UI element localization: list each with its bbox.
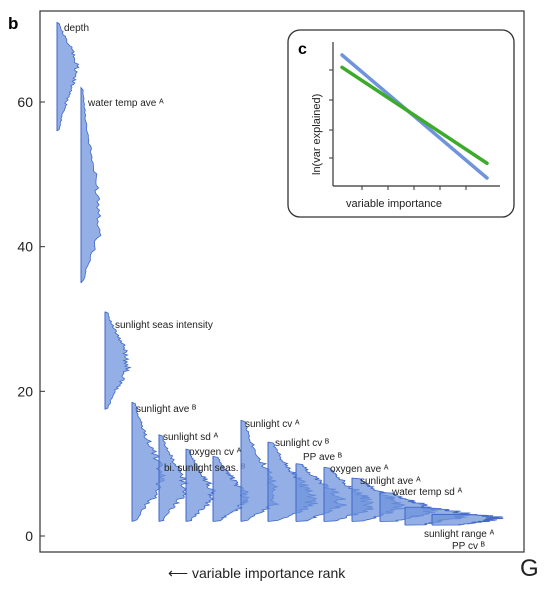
ridge-label: PP ave ᴮ [303, 452, 342, 463]
ridge-3: sunlight seas intensity [104, 311, 213, 410]
ridge-label: bi. sunlight seas. ᴮ [164, 463, 245, 474]
ridge-1: depth [56, 21, 89, 132]
ridge-density [185, 448, 216, 522]
y-tick-label: 40 [17, 239, 33, 255]
plot-frame-b [39, 10, 525, 553]
ridge-label: oxygen cv ᴬ [189, 447, 242, 458]
inset-panel-c: c ln(var explained) variable importance [287, 29, 515, 218]
y-ticks: 0 20 40 60 [17, 94, 45, 544]
y-tick-label: 20 [17, 383, 33, 399]
y-tick-label: 0 [25, 528, 33, 544]
ridge-6: oxygen cv ᴬ [185, 447, 242, 522]
inset-ticks [329, 69, 467, 190]
stray-character: G [520, 555, 539, 582]
ridge-density [158, 434, 190, 522]
ridge-4: sunlight ave ᴮ [131, 401, 196, 522]
panel-label-b: b [8, 14, 18, 33]
ridge-density [56, 21, 80, 132]
ridge-label: water temp sd ᴬ [391, 487, 463, 498]
inset-lines [340, 53, 489, 180]
panel-label-c: c [298, 41, 307, 58]
ridge-label: sunlight ave ᴬ [360, 476, 421, 487]
ridge-label: sunlight sd ᴬ [163, 432, 219, 443]
inset-line-2 [340, 65, 489, 165]
ridge-density [431, 513, 504, 526]
ridge-label: sunlight seas intensity [115, 320, 213, 331]
ridge-label: sunlight ave ᴮ [136, 404, 196, 415]
x-axis-caption: ⟵ variable importance rank [168, 565, 346, 581]
density-ridges: depth water temp ave ᴬ sunlight seas inten… [56, 21, 504, 552]
inset-ylabel: ln(var explained) [311, 94, 323, 175]
inset-xlabel: variable importance [346, 198, 442, 210]
inset-frame [287, 29, 515, 218]
ridge-label: sunlight range ᴬ [424, 529, 495, 540]
ridge-density [104, 311, 132, 410]
ridge-label: water temp ave ᴬ [87, 98, 164, 109]
ridge-15: PP cv ᴮ [431, 513, 504, 552]
ridge-2: water temp ave ᴬ [80, 86, 164, 284]
ridge-density [80, 86, 102, 284]
ridge-label: oxygen ave ᴬ [330, 464, 389, 475]
ridge-label: depth [64, 23, 89, 34]
ridge-label: PP cv ᴮ [452, 541, 485, 552]
ridge-label: sunlight cv ᴬ [245, 419, 300, 430]
ridge-5: sunlight sd ᴬ [158, 432, 219, 522]
y-tick-label: 60 [17, 94, 33, 110]
ridge-label: sunlight cv ᴮ [275, 438, 329, 449]
